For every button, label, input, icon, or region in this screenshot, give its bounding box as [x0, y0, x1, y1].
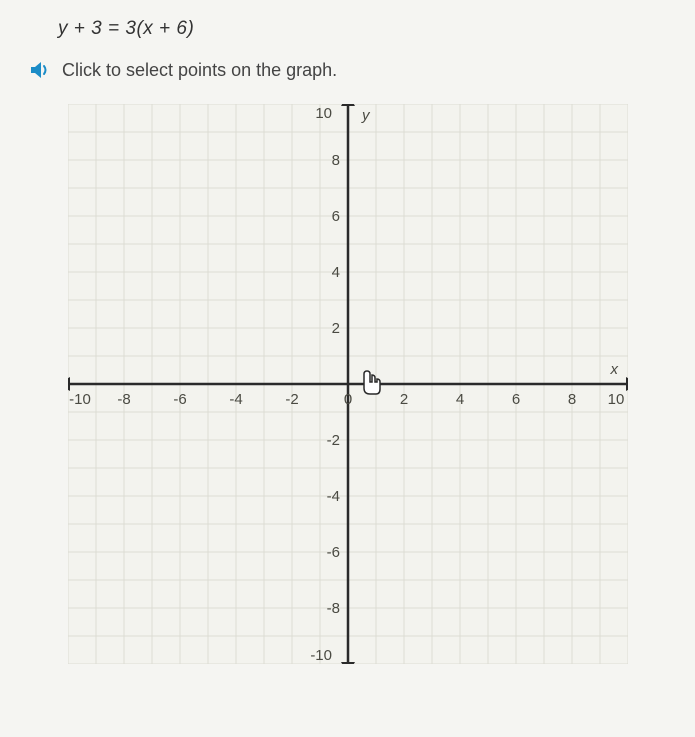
svg-text:8: 8: [567, 391, 575, 408]
svg-text:-6: -6: [173, 391, 186, 408]
speaker-icon[interactable]: [28, 58, 52, 82]
svg-text:10: 10: [607, 391, 624, 408]
instruction-text: Click to select points on the graph.: [62, 60, 337, 81]
svg-text:10: 10: [315, 105, 332, 122]
svg-text:2: 2: [399, 391, 407, 408]
coordinate-graph[interactable]: -10-8-6-4-20246810246810-2-4-6-8-10yx: [68, 104, 628, 664]
svg-text:-8: -8: [326, 600, 339, 617]
svg-text:-10: -10: [310, 647, 332, 664]
svg-text:-2: -2: [326, 432, 339, 449]
svg-text:-10: -10: [69, 391, 91, 408]
svg-text:6: 6: [331, 208, 339, 225]
svg-text:0: 0: [343, 391, 351, 408]
svg-text:8: 8: [331, 152, 339, 169]
svg-text:-8: -8: [117, 391, 130, 408]
equation-text: y + 3 = 3(x + 6): [58, 18, 667, 40]
svg-text:4: 4: [331, 264, 339, 281]
svg-text:-2: -2: [285, 391, 298, 408]
svg-text:-4: -4: [326, 488, 339, 505]
svg-text:x: x: [609, 361, 618, 378]
svg-text:-4: -4: [229, 391, 242, 408]
svg-text:4: 4: [455, 391, 463, 408]
svg-text:-6: -6: [326, 544, 339, 561]
svg-text:6: 6: [511, 391, 519, 408]
instruction-row: Click to select points on the graph.: [28, 58, 667, 82]
svg-text:2: 2: [331, 320, 339, 337]
graph-svg[interactable]: -10-8-6-4-20246810246810-2-4-6-8-10yx: [68, 104, 628, 664]
